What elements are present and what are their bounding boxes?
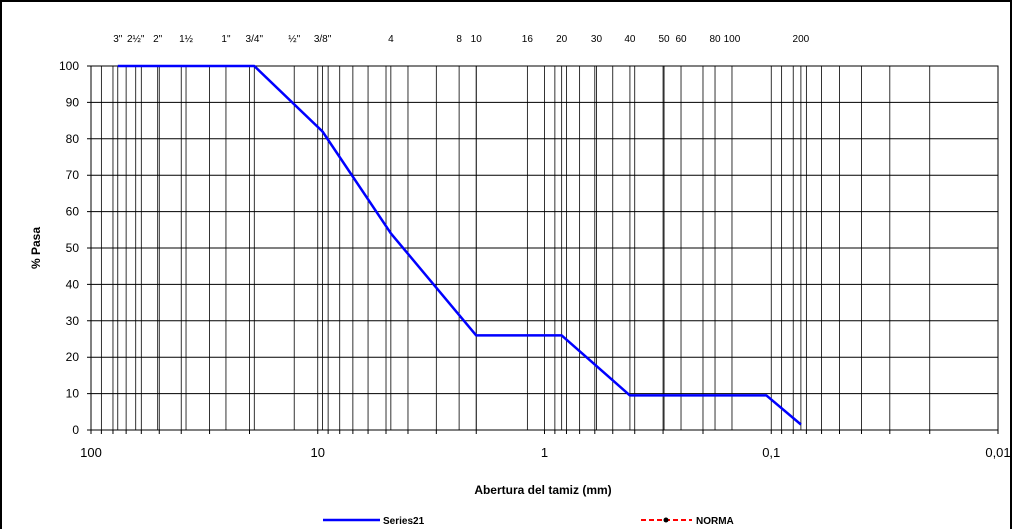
sieve-label: 1"	[221, 34, 231, 45]
plot-border	[90, 65, 999, 431]
y-tick-label: 10	[66, 387, 80, 401]
sieve-label: 30	[591, 34, 603, 45]
x-tick-labels: 100 10 1 0,1 0,01	[80, 445, 1011, 460]
y-tick-label: 70	[66, 168, 80, 182]
x-tick-label: 100	[80, 445, 102, 460]
sieve-label: 16	[522, 34, 534, 45]
sieve-label: 3"	[113, 34, 123, 45]
sieve-label: 3/4"	[246, 34, 264, 45]
legend-marker-norma	[663, 517, 669, 523]
legend: Series21 NORMA	[323, 516, 734, 527]
y-tick-label: 80	[66, 132, 80, 146]
x-tick-label: 1	[541, 445, 548, 460]
sieve-label: 1½	[179, 34, 194, 45]
sieve-label: 80	[709, 34, 721, 45]
sieve-label: 3/8"	[314, 34, 332, 45]
sieve-label: 60	[675, 34, 687, 45]
grid	[87, 65, 999, 434]
sieve-label: 4	[388, 34, 394, 45]
sieve-label: 20	[556, 34, 568, 45]
y-tick-label: 100	[59, 59, 79, 73]
sieve-label: 8	[456, 34, 462, 45]
sieve-labels: 3" 2½" 2" 1½ 1" 3/4" ½" 3/8" 4 8 10 16 20 30 40 50 60 80 1…	[113, 34, 809, 45]
sieve-label: ½"	[288, 34, 300, 45]
sieve-label: 2½"	[127, 34, 145, 45]
x-axis-label: Abertura del tamiz (mm)	[474, 483, 611, 497]
legend-label-norma: NORMA	[696, 516, 734, 527]
sieve-label: 100	[724, 34, 741, 45]
sieve-label: 10	[471, 34, 483, 45]
legend-label-series21: Series21	[383, 516, 425, 527]
y-tick-label: 0	[72, 423, 79, 437]
y-tick-label: 40	[66, 277, 80, 291]
series-line	[117, 64, 802, 426]
y-tick-label: 50	[66, 241, 80, 255]
series-layer	[117, 64, 802, 426]
y-tick-label: 60	[66, 205, 80, 219]
y-tick-label: 20	[66, 350, 80, 364]
sieve-label: 40	[624, 34, 636, 45]
y-axis-label: % Pasa	[29, 227, 43, 269]
sieve-label: 200	[793, 34, 810, 45]
y-tick-labels: 0 10 20 30 40 50 60 70 80 90 100	[59, 59, 79, 437]
x-tick-label: 0,1	[762, 445, 780, 460]
y-tick-label: 30	[66, 314, 80, 328]
sieve-label: 2"	[153, 34, 163, 45]
x-tick-label: 0,01	[985, 445, 1010, 460]
y-tick-label: 90	[66, 95, 80, 109]
x-tick-label: 10	[311, 445, 325, 460]
sieve-label: 50	[658, 34, 670, 45]
